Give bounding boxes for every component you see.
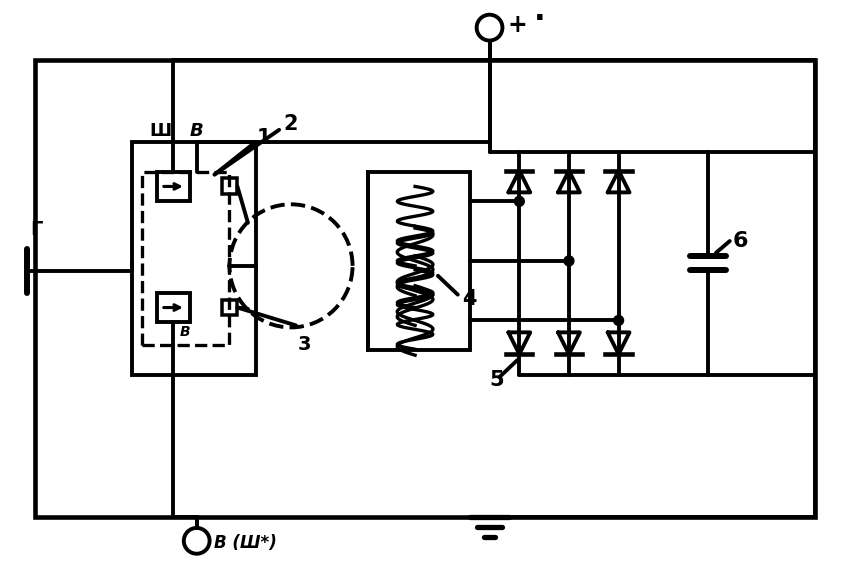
Text: В (Ш*): В (Ш*)	[213, 534, 276, 552]
Bar	[35, 60, 814, 517]
Circle shape	[613, 315, 623, 325]
Bar	[142, 172, 229, 345]
Text: 6: 6	[732, 231, 747, 251]
Text: 5: 5	[489, 370, 503, 390]
Text: 1: 1	[256, 128, 270, 148]
Text: +: +	[507, 13, 526, 36]
Bar	[221, 300, 237, 315]
Text: Ш: Ш	[148, 122, 171, 140]
Text: ·: ·	[534, 5, 545, 34]
Bar	[157, 172, 189, 201]
Bar	[157, 292, 189, 323]
Text: 4: 4	[461, 288, 476, 308]
Bar	[368, 172, 469, 350]
Text: В: В	[189, 122, 203, 140]
Text: Г: Г	[31, 220, 43, 239]
Text: В: В	[179, 325, 190, 339]
Circle shape	[514, 197, 524, 206]
Bar	[132, 142, 256, 375]
Text: 2: 2	[282, 114, 297, 134]
Circle shape	[563, 256, 573, 266]
Bar	[221, 178, 237, 194]
Text: 3: 3	[298, 335, 311, 355]
